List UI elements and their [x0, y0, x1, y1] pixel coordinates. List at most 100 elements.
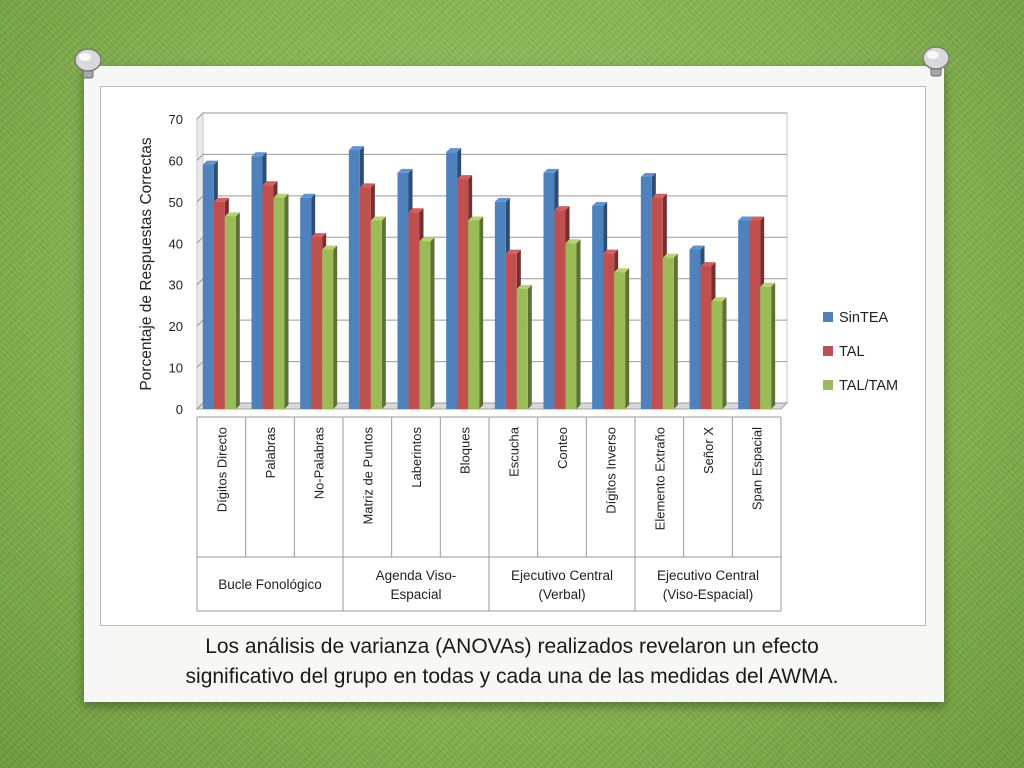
bar-top: [554, 206, 570, 211]
bar-top: [408, 208, 424, 213]
bar-top: [689, 245, 705, 250]
category-label: Señor X: [701, 427, 716, 474]
category-label: Laberintos: [409, 427, 424, 488]
bar: [738, 220, 750, 409]
bar-top: [592, 202, 608, 206]
bar-top: [322, 245, 338, 250]
bar: [494, 201, 506, 409]
bar: [224, 216, 236, 409]
bar: [251, 156, 263, 409]
caption-line-2: significativo del grupo en todas y cada …: [185, 665, 839, 688]
bar: [213, 201, 225, 409]
bar-side: [576, 239, 581, 409]
group-label-line: Agenda Viso-: [376, 568, 457, 583]
bar: [603, 253, 615, 409]
bar: [614, 272, 626, 409]
bar-top: [711, 297, 727, 302]
legend-label: SinTEA: [839, 310, 888, 326]
category-label: Bloques: [458, 427, 473, 474]
bar-top: [468, 216, 484, 221]
bar: [700, 266, 712, 409]
category-label: Dígitos Directo: [214, 427, 229, 512]
y-tick-label: 50: [169, 195, 183, 210]
bar-side: [771, 282, 776, 409]
y-tick-label: 60: [169, 153, 183, 168]
category-label: Span Espacial: [750, 427, 765, 510]
bar-side: [333, 245, 338, 409]
y-axis-title: Porcentaje de Respuestas Correctas: [138, 137, 155, 391]
legend-swatch: [823, 346, 833, 356]
group-label-line: (Viso-Espacial): [663, 587, 754, 602]
bar-top: [224, 212, 240, 217]
category-label: No-Palabras: [312, 427, 327, 500]
bar: [662, 257, 674, 409]
category-label: Matriz de Puntos: [360, 427, 375, 525]
bar: [565, 243, 577, 409]
y-tick-label: 10: [169, 361, 183, 376]
y-tick-label: 30: [169, 278, 183, 293]
bar-top: [370, 216, 386, 221]
bar: [457, 179, 469, 409]
bar-top: [213, 197, 229, 202]
bar-top: [494, 197, 510, 202]
bar-top: [397, 168, 413, 173]
bar-top: [738, 216, 754, 221]
gridline: [196, 153, 787, 161]
y-tick-label: 20: [169, 319, 183, 334]
group-label-line: Ejecutivo Central: [511, 568, 613, 583]
bar: [419, 241, 431, 409]
bar: [468, 220, 480, 409]
pushpin-left-icon: [74, 48, 102, 79]
category-label: Elemento Extraño: [652, 427, 667, 530]
bar: [505, 253, 517, 409]
bar-side: [430, 237, 435, 409]
group-label: Ejecutivo Central (Viso-Espacial): [657, 568, 759, 602]
bar-top: [603, 249, 619, 254]
bar: [273, 197, 285, 409]
group-label-line: Ejecutivo Central: [657, 568, 759, 583]
chart-frame: 0 10 20 30 40 50 60 70 Porcentaje de Respuestas …: [100, 86, 926, 626]
bar-top: [251, 152, 267, 157]
category-label: Escucha: [506, 426, 521, 477]
bar: [300, 197, 312, 409]
bar: [543, 172, 555, 409]
category-label: Conteo: [555, 427, 570, 469]
legend-swatch: [823, 312, 833, 322]
bar: [651, 197, 663, 409]
bar-top: [446, 148, 462, 153]
category-label: Dígitos Inverso: [604, 427, 619, 514]
bar-top: [651, 193, 667, 198]
bar-top: [565, 239, 581, 244]
legend-label: TAL/TAM: [839, 378, 898, 394]
bar: [516, 288, 528, 409]
bar-side: [673, 253, 678, 409]
bar: [262, 185, 274, 409]
bar-top: [640, 173, 656, 177]
gridline: [196, 112, 787, 120]
bar: [640, 177, 652, 409]
bar: [202, 164, 214, 409]
bar: [592, 206, 604, 409]
bar-top: [300, 193, 316, 198]
bar: [408, 212, 420, 409]
bar: [554, 210, 566, 409]
bar-top: [505, 249, 521, 254]
bar-top: [419, 237, 435, 242]
bar-top: [760, 282, 776, 287]
category-label: Palabras: [263, 427, 278, 479]
bar: [749, 220, 761, 409]
bar-top: [749, 216, 765, 221]
bar-top: [662, 253, 678, 258]
bar-chart: 0 10 20 30 40 50 60 70 Porcentaje de Respuestas …: [138, 111, 898, 612]
bar-side: [527, 284, 532, 409]
bar-side: [625, 268, 630, 409]
group-label-line: Bucle Fonológico: [218, 577, 322, 592]
bar: [689, 249, 701, 409]
bar-side: [479, 216, 484, 409]
legend-swatch: [823, 380, 833, 390]
group-label: Bucle Fonológico: [218, 577, 322, 592]
bar-side: [284, 193, 289, 409]
slide-caption: Los análisis de varianza (ANOVAs) realiz…: [100, 632, 924, 692]
bar: [311, 237, 323, 409]
bar: [359, 187, 371, 409]
